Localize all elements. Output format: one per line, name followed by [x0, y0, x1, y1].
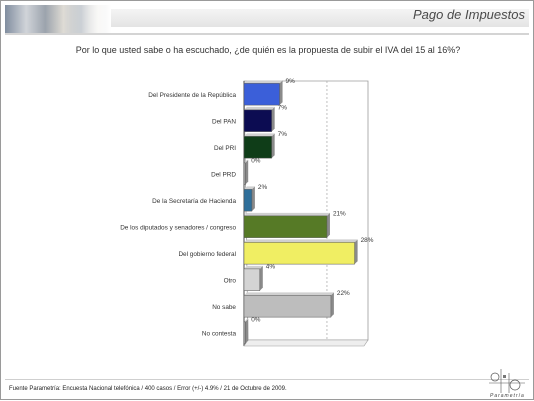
category-label: No contesta: [202, 330, 237, 337]
bar-top: [244, 186, 255, 190]
footer-divider: [5, 379, 529, 380]
bar-side: [279, 80, 283, 106]
bar-top: [244, 292, 334, 296]
bar-top: [244, 159, 249, 163]
bar-side: [245, 159, 249, 185]
chart-title: Por lo que usted sabe o ha escuchado, ¿d…: [75, 45, 461, 55]
parametria-logo: [489, 369, 525, 393]
data-label: 0%: [251, 157, 261, 164]
category-label: Del PAN: [212, 118, 236, 125]
bar-side: [259, 265, 263, 291]
bar-top: [244, 212, 330, 216]
category-label: Del gobierno federal: [178, 251, 236, 258]
category-label: De la Secretaría de Hacienda: [152, 198, 236, 205]
bar: [243, 242, 355, 265]
bar-top: [244, 239, 358, 243]
header-photo: [5, 5, 111, 33]
source-note: Fuente Parametría: Encuesta Nacional tel…: [9, 386, 287, 392]
data-label: 9%: [286, 78, 296, 85]
data-label: 4%: [266, 263, 276, 270]
category-label: De los diputados y senadores / congreso: [120, 224, 236, 231]
data-label: 28%: [361, 237, 374, 244]
bar-top: [244, 106, 275, 110]
data-label: 7%: [278, 131, 288, 138]
data-label: 22%: [337, 290, 350, 297]
header-bar: [111, 9, 529, 27]
category-label: Otro: [224, 277, 237, 284]
bar-side: [330, 292, 334, 318]
bar-side: [326, 212, 330, 238]
page-title: Pago de Impuestos: [412, 7, 525, 22]
bar-top: [244, 80, 283, 84]
bar-top: [244, 265, 263, 269]
bar: [243, 268, 261, 291]
bar-top: [244, 133, 275, 137]
bar: [243, 109, 272, 132]
bar: [243, 321, 246, 344]
bar-side: [354, 239, 358, 265]
data-label: 21%: [333, 210, 346, 217]
category-label: No sabe: [212, 304, 236, 311]
bar: [243, 215, 328, 238]
plot-floor: [243, 339, 369, 347]
data-label: 7%: [278, 104, 288, 111]
bar-top: [244, 318, 249, 322]
bar-side: [251, 186, 255, 212]
header-divider: [5, 33, 529, 35]
category-label: Del PRD: [211, 171, 236, 178]
bar-side: [245, 318, 249, 344]
category-label: Del PRI: [214, 145, 236, 152]
data-label: 2%: [258, 184, 268, 191]
bar: [243, 162, 246, 185]
logo-text: Parametría: [490, 393, 525, 399]
category-label: Del Presidente de la República: [148, 92, 236, 99]
bar-side: [271, 106, 275, 132]
bar-side: [271, 133, 275, 159]
bar: [243, 83, 280, 106]
data-label: 0%: [251, 316, 261, 323]
bar: [243, 189, 253, 212]
bar: [243, 295, 332, 318]
bar: [243, 136, 272, 159]
